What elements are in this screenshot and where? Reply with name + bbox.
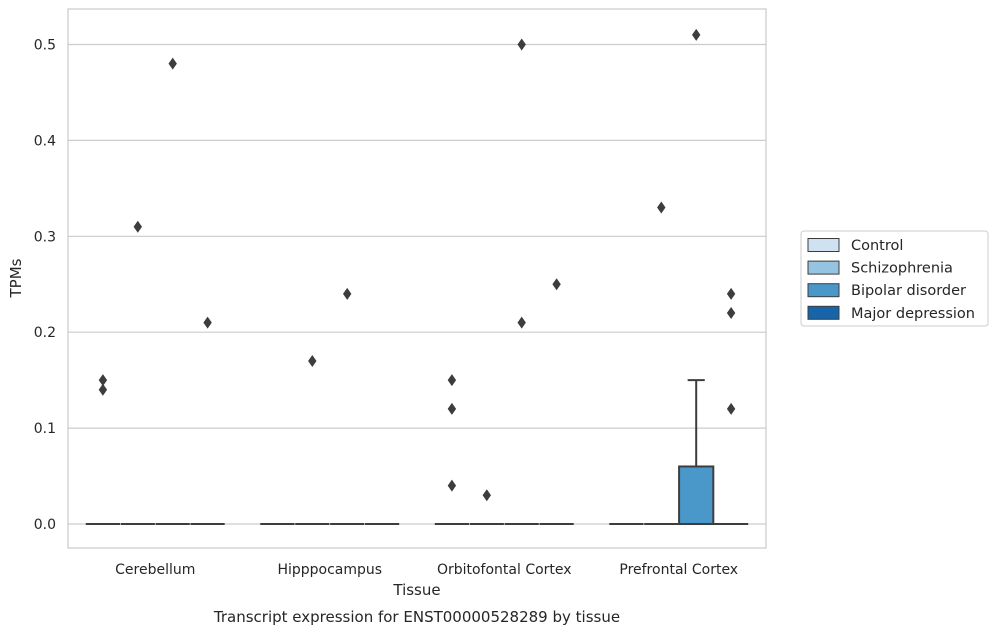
chart-caption: Transcript expression for ENST0000052828… <box>213 608 620 626</box>
legend-frame <box>800 230 989 327</box>
outlier-point <box>98 374 108 387</box>
legend: Control Schizophrenia Bipolar disorder Majo… <box>800 230 989 327</box>
box-iqr <box>678 465 715 526</box>
y-tick-label: 0.1 <box>34 421 56 437</box>
box-schizophrenia <box>295 354 330 526</box>
x-axis-label: Tissue <box>392 581 440 599</box>
legend-swatch <box>807 283 840 298</box>
y-tick-label: 0.3 <box>34 229 56 245</box>
y-gridlines <box>68 43 766 525</box>
box-schizophrenia <box>469 489 504 526</box>
outlier-point <box>168 57 177 70</box>
x-tick-label: Hipppocampus <box>277 562 382 578</box>
legend-swatch <box>807 260 840 275</box>
outlier-point <box>447 374 457 387</box>
outlier-point <box>517 316 526 329</box>
box-major-depression <box>539 278 574 526</box>
legend-label: Major depression <box>851 306 975 322</box>
box-control <box>434 374 470 526</box>
outlier-point <box>203 316 212 329</box>
outlier-point <box>517 38 526 51</box>
y-axis-label: TPMs <box>7 258 25 298</box>
y-tick-label: 0.2 <box>34 325 56 341</box>
outlier-point <box>133 220 142 233</box>
box-bipolar-disorder <box>678 28 715 526</box>
x-tick-labels: Cerebellum Hipppocampus Orbitofontal Corte… <box>115 562 738 578</box>
box-major-depression <box>713 287 749 526</box>
box-schizophrenia <box>644 201 679 526</box>
outlier-point <box>447 402 457 415</box>
y-tick-label: 0.0 <box>34 517 56 533</box>
box-schizophrenia <box>120 220 155 526</box>
x-tick-label: Cerebellum <box>115 562 195 578</box>
box-bipolar-disorder <box>504 38 539 526</box>
x-tick-label: Prefrontal Cortex <box>619 562 738 578</box>
legend-label: Control <box>851 238 903 254</box>
y-tick-label: 0.4 <box>34 133 56 149</box>
outlier-point <box>657 201 666 214</box>
box-series <box>85 28 749 526</box>
outlier-point <box>447 479 457 492</box>
outlier-point <box>482 489 491 502</box>
outlier-point <box>726 402 736 415</box>
box-control <box>85 374 121 526</box>
outlier-point <box>552 278 561 291</box>
legend-label: Schizophrenia <box>851 261 953 277</box>
y-tick-label: 0.5 <box>34 37 56 53</box>
outlier-point <box>726 307 736 320</box>
legend-swatch <box>807 305 840 320</box>
box-major-depression <box>190 316 225 526</box>
x-tick-label: Orbitofontal Cortex <box>437 562 572 578</box>
box-bipolar-disorder <box>155 57 190 526</box>
outlier-point <box>726 287 736 300</box>
box-bipolar-disorder <box>330 287 365 526</box>
outlier-point <box>692 28 701 41</box>
outlier-point <box>343 287 352 300</box>
outlier-point <box>308 354 317 367</box>
outlier-point <box>98 383 108 396</box>
legend-swatch <box>807 238 840 252</box>
legend-label: Bipolar disorder <box>851 283 966 299</box>
y-tick-labels: 0.0 0.1 0.2 0.3 0.4 0.5 <box>34 37 56 533</box>
plot-frame <box>67 8 767 549</box>
